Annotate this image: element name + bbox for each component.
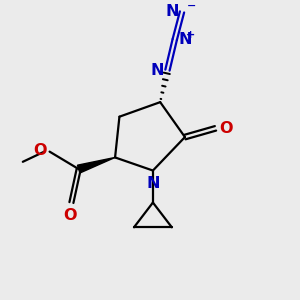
Polygon shape [77,158,115,173]
Text: N: N [178,32,192,47]
Text: N: N [146,176,160,191]
Text: N: N [165,4,178,20]
Text: O: O [33,143,47,158]
Text: +: + [186,30,195,40]
Text: O: O [63,208,77,223]
Text: N: N [151,63,164,78]
Text: O: O [219,121,232,136]
Text: −: − [187,1,196,11]
